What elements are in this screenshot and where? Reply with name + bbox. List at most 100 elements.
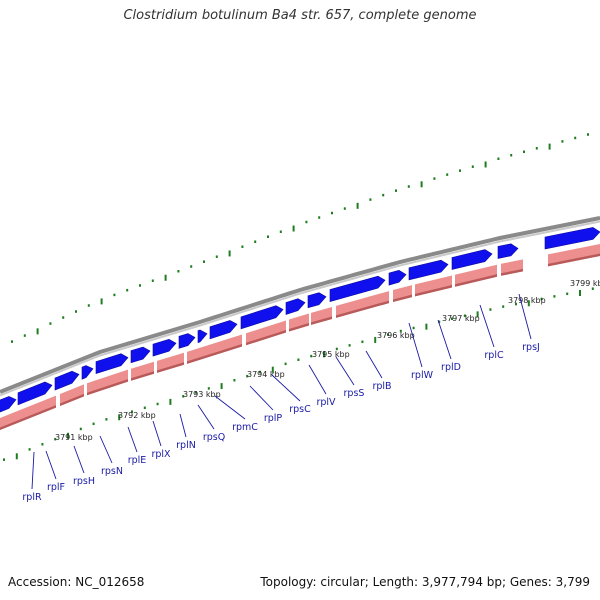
kbp-tick-label: 3799 kbp — [570, 279, 600, 288]
gene-label-rplB: rplB — [372, 381, 391, 392]
forward-gene-arrow — [17, 381, 53, 406]
gene-leader-line — [271, 374, 301, 402]
reverse-gene-block — [0, 395, 56, 430]
kbp-tick-label: 3791 kbp — [55, 433, 93, 442]
gene-leader-line — [518, 293, 532, 340]
reverse-gene-shade — [157, 362, 184, 373]
gene-leader-line — [437, 319, 452, 360]
gene-leader-line — [479, 304, 495, 348]
forward-gene-arrow — [408, 259, 449, 281]
gene-label-rplN: rplN — [176, 440, 196, 451]
accession-text: Accession: NC_012658 — [8, 575, 145, 589]
gene-label-rplE: rplE — [128, 455, 147, 466]
forward-gene-arrow — [240, 305, 284, 330]
reverse-gene-shade — [87, 379, 128, 396]
gene-leader-line — [99, 435, 113, 464]
kbp-tick-label: 3797 kbp — [442, 314, 480, 323]
genome-backbone-shadow — [0, 220, 600, 397]
gene-leader-line — [73, 445, 85, 474]
gene-leader-line — [31, 451, 35, 490]
kbp-tick-label: 3793 kbp — [183, 390, 221, 399]
reverse-gene-block — [157, 352, 184, 373]
forward-gene-arrow — [209, 320, 238, 340]
kbp-tick-label: 3798 kbp — [508, 296, 546, 305]
reverse-gene-shade — [246, 329, 286, 346]
reverse-gene-block — [246, 320, 286, 346]
gene-label-rplC: rplC — [484, 350, 504, 361]
gene-leader-line — [214, 395, 246, 420]
gene-label-rpsQ: rpsQ — [203, 432, 225, 443]
gene-label-rpsS: rpsS — [344, 388, 365, 399]
gene-label-rplP: rplP — [264, 413, 283, 424]
reverse-gene-shade — [455, 274, 497, 287]
reverse-gene-block — [289, 313, 309, 332]
reverse-gene-block — [415, 275, 452, 297]
forward-gene-arrow — [95, 353, 129, 375]
gene-leader-line — [45, 450, 57, 480]
reverse-gene-shade — [187, 344, 242, 364]
gene-label-rpsN: rpsN — [101, 466, 123, 477]
gene-label-rplR: rplR — [22, 492, 42, 503]
forward-gene-arrow — [81, 365, 94, 380]
gene-leader-line — [408, 322, 423, 368]
reverse-strand-genes — [0, 244, 600, 430]
reverse-gene-shade — [311, 316, 332, 325]
gene-label-layer: rplR rplF rpsH rpsN rplE rplX rplN rpsQ rpmC rplP… — [22, 293, 540, 503]
gene-leader-line — [152, 420, 162, 447]
map-title: Clostridium botulinum Ba4 str. 657, comp… — [123, 8, 477, 23]
forward-gene-arrow — [285, 298, 306, 315]
reverse-gene-shade — [336, 300, 389, 318]
forward-gene-arrow — [329, 275, 386, 302]
reverse-gene-shade — [289, 322, 309, 332]
gene-leader-line — [308, 364, 327, 395]
forward-strand-genes — [0, 227, 600, 413]
forward-gene-arrow — [388, 269, 407, 286]
gene-label-rpsH: rpsH — [73, 476, 95, 487]
forward-gene-arrow — [152, 338, 177, 357]
reverse-gene-block — [60, 384, 84, 406]
gene-label-rplV: rplV — [316, 397, 336, 408]
forward-gene-arrow — [130, 346, 151, 364]
reverse-gene-block — [548, 244, 600, 267]
reverse-gene-shade — [501, 268, 523, 276]
kbp-tick-label: 3794 kbp — [247, 370, 285, 379]
topology-text: Topology: circular; Length: 3,977,794 bp… — [260, 575, 590, 589]
gene-label-rplX: rplX — [151, 449, 171, 460]
reverse-gene-block — [87, 369, 128, 396]
gene-leader-line — [249, 385, 274, 411]
kbp-tick-label: 3792 kbp — [118, 411, 156, 420]
reverse-gene-block — [131, 361, 154, 381]
forward-gene-arrow — [497, 243, 519, 259]
reverse-gene-shade — [393, 294, 412, 302]
gene-label-rplW: rplW — [411, 370, 434, 381]
reverse-gene-shade — [548, 253, 600, 267]
forward-gene-arrow — [307, 292, 327, 309]
reverse-gene-shade — [60, 393, 84, 406]
gene-leader-line — [365, 350, 383, 379]
reverse-gene-block — [455, 264, 497, 287]
gene-leader-line — [335, 356, 355, 386]
gene-leader-line — [179, 413, 187, 438]
gene-label-rpsJ: rpsJ — [522, 342, 540, 353]
reverse-gene-shade — [131, 371, 154, 381]
forward-gene-arrow — [0, 396, 17, 413]
forward-gene-arrow — [197, 329, 208, 344]
forward-gene-arrow — [54, 370, 80, 391]
reverse-gene-block — [187, 334, 242, 364]
forward-gene-arrow — [544, 227, 600, 250]
gene-leader-line — [197, 404, 215, 430]
gene-label-rplD: rplD — [441, 362, 461, 373]
reverse-gene-shade — [0, 405, 56, 430]
gene-leader-line — [127, 426, 138, 453]
gene-label-rpsC: rpsC — [289, 404, 311, 415]
forward-gene-arrow — [451, 249, 493, 270]
kbp-tick-layer: 3791 kbp 3792 kbp 3793 kbp 3794 kbp 3795 kbp… — [55, 279, 600, 442]
reverse-gene-shade — [415, 285, 452, 297]
kbp-tick-label: 3796 kbp — [377, 331, 415, 340]
forward-gene-arrow — [178, 333, 196, 349]
gc-content-ticks — [3, 133, 594, 461]
genome-backbone — [0, 216, 600, 394]
gene-label-rplF: rplF — [47, 482, 65, 493]
kbp-tick-label: 3795 kbp — [312, 350, 350, 359]
